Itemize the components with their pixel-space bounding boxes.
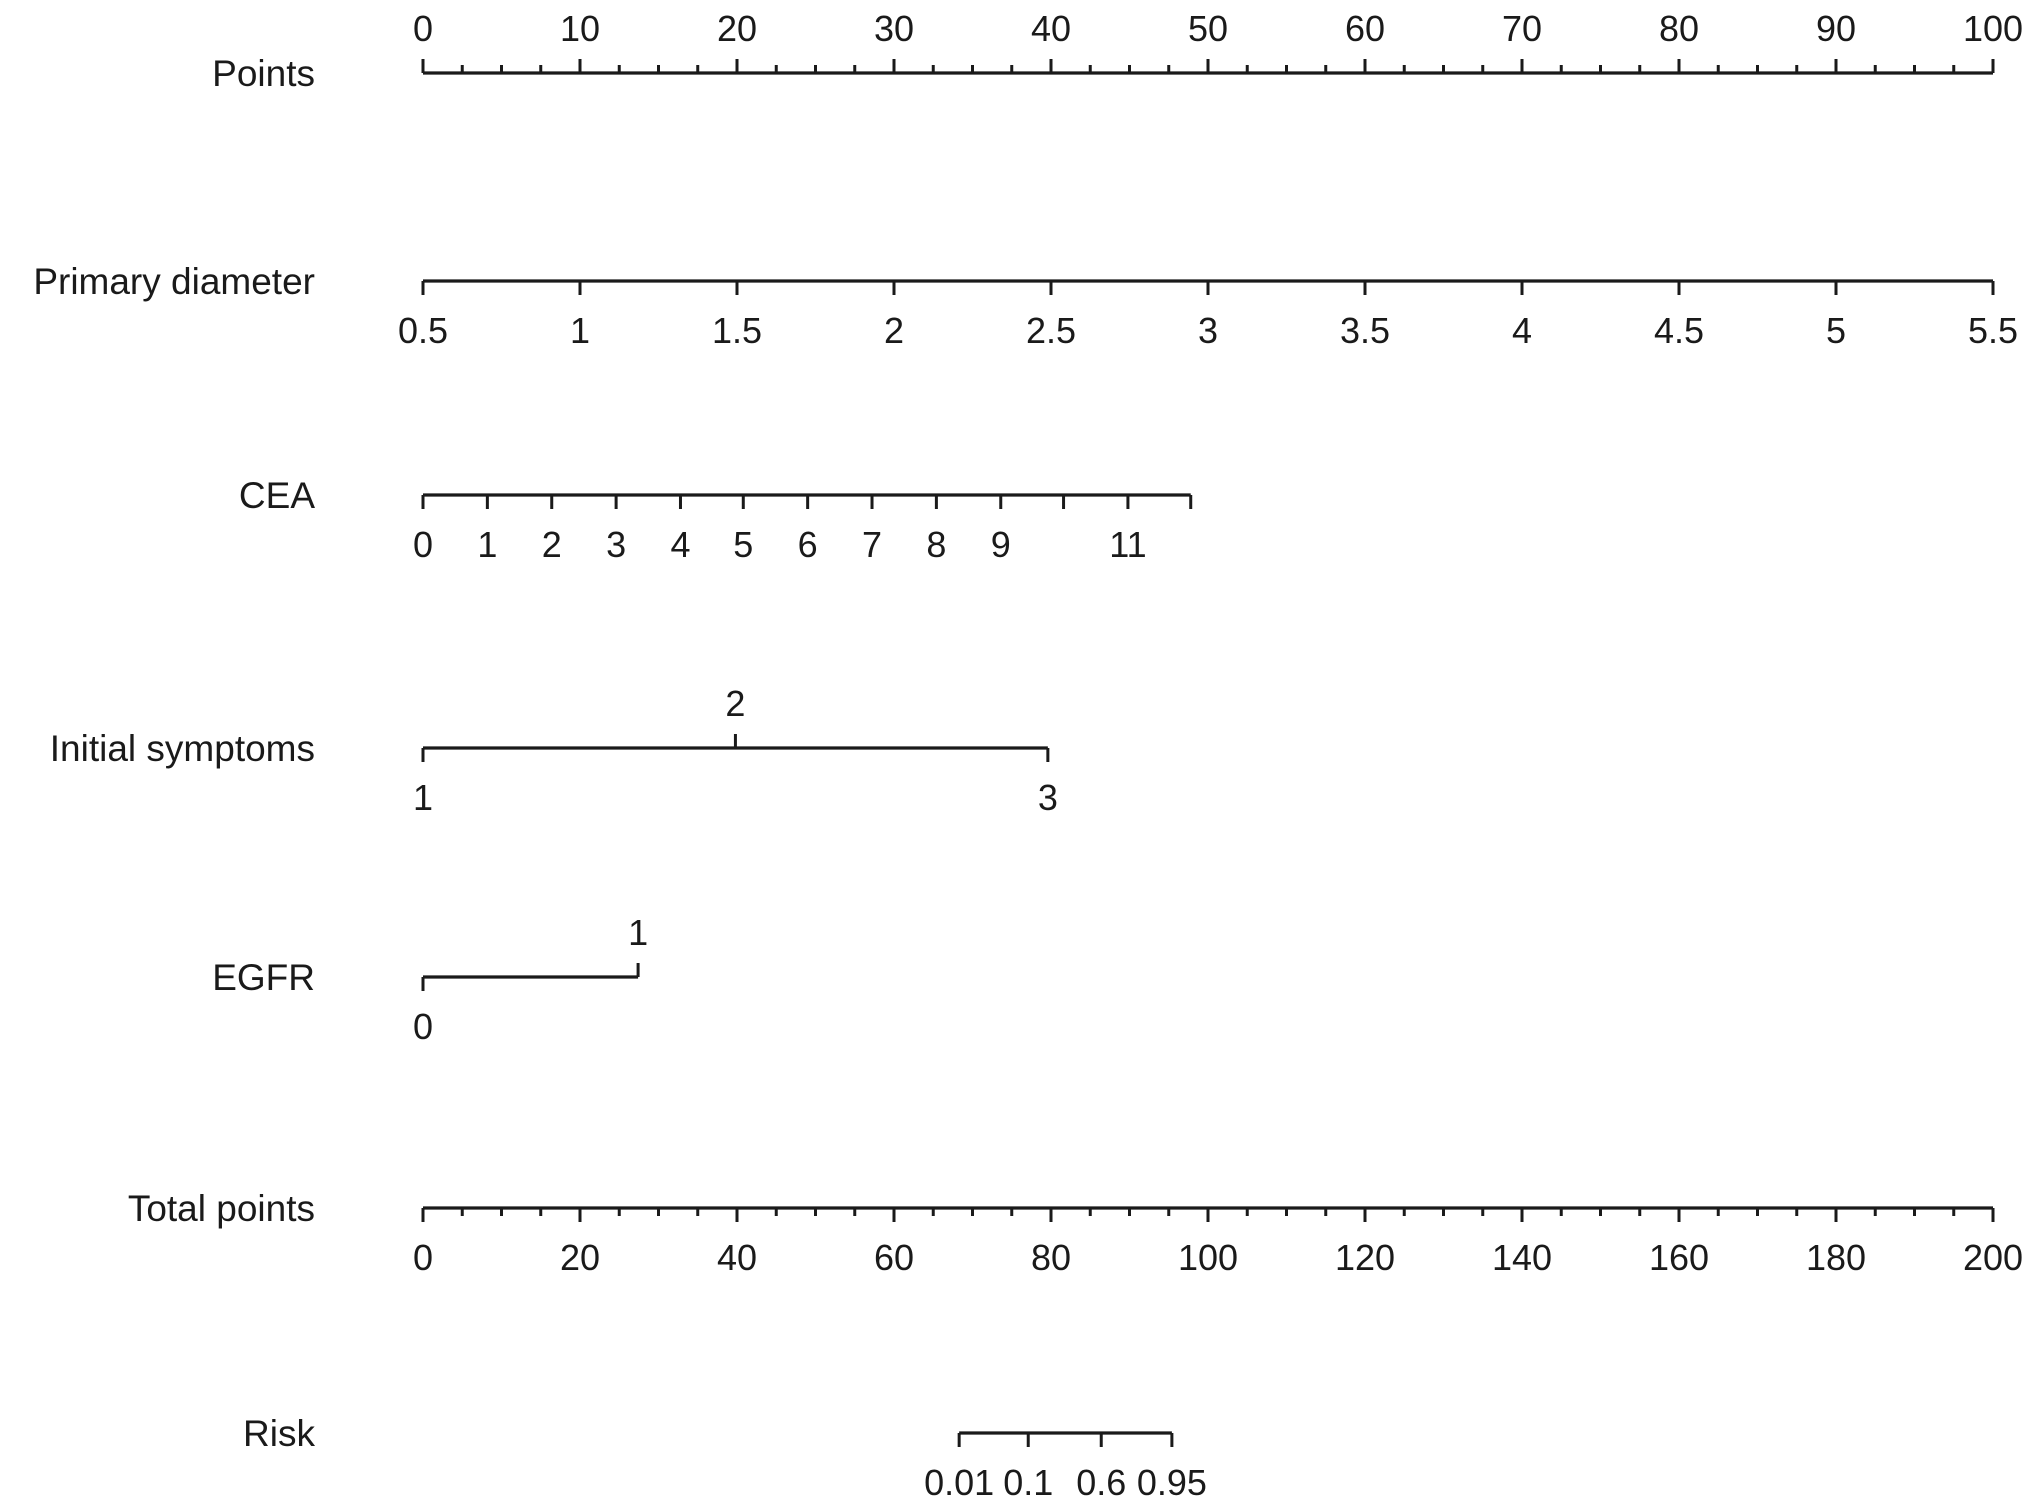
- tick-label-risk: 0.6: [1076, 1462, 1126, 1503]
- tick-label-cea: 8: [926, 524, 946, 565]
- row-total-points: Total points 0 20 40 60 80 100 120 140 160 180 200: [128, 1188, 2023, 1278]
- tick-label-points: 10: [560, 8, 600, 49]
- tick-label-primary-diameter: 2.5: [1026, 310, 1076, 351]
- tick-label-points: 40: [1031, 8, 1071, 49]
- tick-label-risk: 0.95: [1137, 1462, 1207, 1503]
- tick-label-cea: 7: [862, 524, 882, 565]
- tick-label-primary-diameter: 5: [1826, 310, 1846, 351]
- tick-label-risk: 0.01: [924, 1462, 994, 1503]
- tick-label-points: 30: [874, 8, 914, 49]
- tick-label-points: 90: [1816, 8, 1856, 49]
- tick-label-primary-diameter: 3: [1198, 310, 1218, 351]
- tick-label-points: 70: [1502, 8, 1542, 49]
- tick-label-primary-diameter: 4.5: [1654, 310, 1704, 351]
- tick-label-total-points: 120: [1335, 1237, 1395, 1278]
- row-risk: Risk 0.01 0.1 0.6 0.95: [243, 1413, 1207, 1503]
- tick-label-points: 20: [717, 8, 757, 49]
- tick-label-points: 50: [1188, 8, 1228, 49]
- tick-label-points: 80: [1659, 8, 1699, 49]
- tick-label-cea: 0: [413, 524, 433, 565]
- tick-label-total-points: 100: [1178, 1237, 1238, 1278]
- tick-label-total-points: 200: [1963, 1237, 2023, 1278]
- tick-label-initial-symptoms: 1: [413, 777, 433, 818]
- row-egfr: EGFR 0 1: [212, 912, 648, 1047]
- tick-label-primary-diameter: 0.5: [398, 310, 448, 351]
- tick-label-initial-symptoms: 3: [1038, 777, 1058, 818]
- tick-label-cea: 2: [542, 524, 562, 565]
- tick-label-cea: 11: [1109, 524, 1146, 565]
- row-label-initial-symptoms: Initial symptoms: [50, 728, 315, 769]
- tick-label-primary-diameter: 4: [1512, 310, 1532, 351]
- tick-label-points: 60: [1345, 8, 1385, 49]
- tick-label-cea: 1: [477, 524, 497, 565]
- row-initial-symptoms: Initial symptoms 1 2 3: [50, 683, 1058, 818]
- tick-label-cea: 4: [670, 524, 690, 565]
- tick-label-cea: 5: [733, 524, 753, 565]
- row-label-points: Points: [212, 53, 315, 94]
- tick-label-cea: 9: [991, 524, 1011, 565]
- tick-label-total-points: 80: [1031, 1237, 1071, 1278]
- tick-label-total-points: 20: [560, 1237, 600, 1278]
- tick-label-points: 100: [1963, 8, 2023, 49]
- tick-label-total-points: 60: [874, 1237, 914, 1278]
- row-label-cea: CEA: [239, 475, 315, 516]
- tick-label-primary-diameter: 2: [884, 310, 904, 351]
- tick-label-points: 0: [413, 8, 433, 49]
- tick-label-total-points: 180: [1806, 1237, 1866, 1278]
- tick-label-primary-diameter: 1: [570, 310, 590, 351]
- row-cea: CEA 0 1 2 3 4 5 6 7 8 9 11: [239, 475, 1193, 565]
- tick-label-primary-diameter: 3.5: [1340, 310, 1390, 351]
- tick-label-cea: 6: [798, 524, 818, 565]
- row-label-total-points: Total points: [128, 1188, 315, 1229]
- tick-label-total-points: 40: [717, 1237, 757, 1278]
- row-label-primary-diameter: Primary diameter: [33, 261, 315, 302]
- row-label-risk: Risk: [243, 1413, 315, 1454]
- row-points: Points 0 10 20 30 40 50 60 70 80 90 100: [212, 8, 2023, 94]
- tick-label-egfr: 1: [628, 912, 648, 953]
- tick-label-egfr: 0: [413, 1006, 433, 1047]
- tick-label-risk: 0.1: [1003, 1462, 1053, 1503]
- tick-label-primary-diameter: 5.5: [1968, 310, 2018, 351]
- tick-label-total-points: 0: [413, 1237, 433, 1278]
- tick-label-total-points: 140: [1492, 1237, 1552, 1278]
- tick-label-cea: 3: [606, 524, 626, 565]
- tick-label-primary-diameter: 1.5: [712, 310, 762, 351]
- tick-label-initial-symptoms: 2: [725, 683, 745, 724]
- tick-label-total-points: 160: [1649, 1237, 1709, 1278]
- row-primary-diameter: Primary diameter 0.5 1 1.5 2 2.5 3 3.5 4 4.5 5 5.5: [33, 261, 2018, 351]
- row-label-egfr: EGFR: [212, 957, 315, 998]
